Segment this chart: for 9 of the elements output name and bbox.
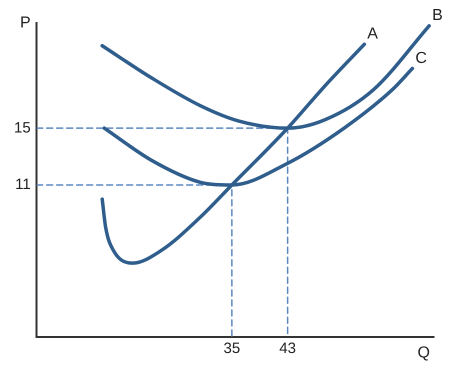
y-tick-label: 11 <box>15 176 31 194</box>
series-label: A <box>367 26 378 43</box>
y-axis-title: P <box>20 14 31 32</box>
x-tick-label: 35 <box>224 340 240 358</box>
x-tick-label: 43 <box>279 340 296 358</box>
x-axis-title: Q <box>418 344 430 362</box>
series-label: C <box>415 50 427 67</box>
y-tick-label: 15 <box>14 119 31 136</box>
series-label: B <box>432 7 443 24</box>
